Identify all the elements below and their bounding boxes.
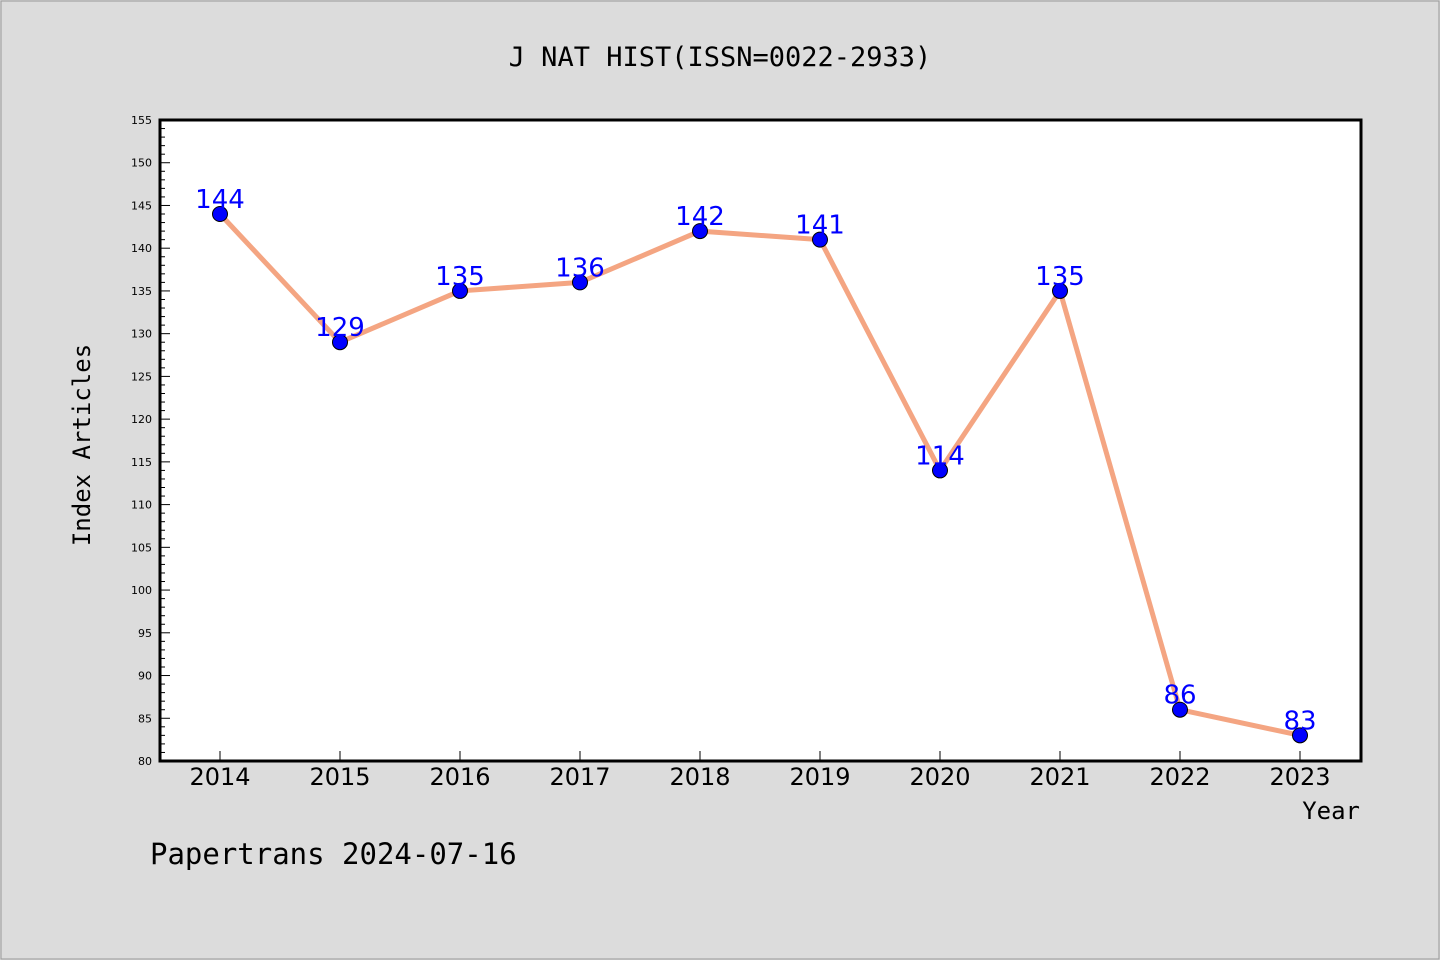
y-tick-label: 135	[131, 285, 152, 298]
x-axis-ticks: 2014 2015 2016 2017 2018 2019 2020 2021 2022 2023	[189, 751, 1331, 791]
y-tick-label: 105	[131, 541, 152, 554]
y-tick-label: 145	[131, 199, 152, 212]
series-line	[218, 212, 1301, 738]
y-axis-ticks: 80 85 90 95 100 105 110 115 120 125 130 135 140 145 15…	[131, 114, 170, 768]
y-tick-label: 155	[131, 114, 152, 127]
x-tick-label: 2022	[1149, 763, 1210, 791]
data-point	[932, 462, 948, 479]
plot-border	[158, 118, 1363, 763]
x-tick-label: 2018	[669, 763, 730, 791]
y-tick-label: 80	[138, 755, 152, 768]
y-tick-label: 100	[131, 584, 152, 597]
x-tick-label: 2023	[1269, 763, 1330, 791]
y-tick-label: 150	[131, 157, 152, 170]
data-label: 83	[1283, 706, 1316, 736]
x-tick-label: 2016	[429, 763, 490, 791]
x-tick-label: 2014	[189, 763, 250, 791]
data-label: 141	[795, 211, 845, 241]
y-axis-label: Index Articles	[68, 344, 96, 546]
y-tick-label: 140	[131, 242, 152, 255]
data-label: 129	[315, 313, 365, 343]
x-tick-label: 2017	[549, 763, 610, 791]
data-point	[452, 282, 468, 299]
x-axis-label: Year	[1302, 797, 1360, 825]
y-tick-label: 110	[131, 499, 152, 512]
plot-area	[160, 120, 1361, 761]
data-point	[1292, 727, 1308, 744]
x-tick-label: 2020	[909, 763, 970, 791]
y-tick-label: 125	[131, 370, 152, 383]
data-label: 144	[195, 185, 245, 215]
data-label: 136	[555, 253, 605, 283]
y-tick-label: 95	[138, 627, 152, 640]
data-point	[332, 334, 348, 351]
data-point	[812, 231, 828, 248]
x-tick-label: 2015	[309, 763, 370, 791]
y-tick-label: 120	[131, 413, 152, 426]
data-series: 144 129 135 136 142 141 114 135 86 83	[195, 185, 1317, 744]
data-label: 86	[1163, 681, 1196, 711]
data-point	[692, 223, 708, 240]
y-tick-label: 130	[131, 328, 152, 341]
chart-title: J NAT HIST(ISSN=0022-2933)	[509, 42, 932, 73]
data-point	[212, 206, 228, 223]
x-tick-label: 2021	[1029, 763, 1090, 791]
y-tick-label: 90	[138, 670, 152, 683]
data-label: 135	[1035, 262, 1085, 292]
data-label: 135	[435, 262, 485, 292]
y-tick-label: 85	[138, 712, 152, 725]
data-label: 142	[675, 202, 725, 232]
y-tick-label: 115	[131, 456, 152, 469]
data-point	[1172, 701, 1188, 718]
x-tick-label: 2019	[789, 763, 850, 791]
footer-text: Papertrans 2024-07-16	[150, 837, 517, 871]
data-label: 114	[915, 441, 965, 471]
data-point	[572, 274, 588, 291]
data-point	[1052, 282, 1068, 299]
